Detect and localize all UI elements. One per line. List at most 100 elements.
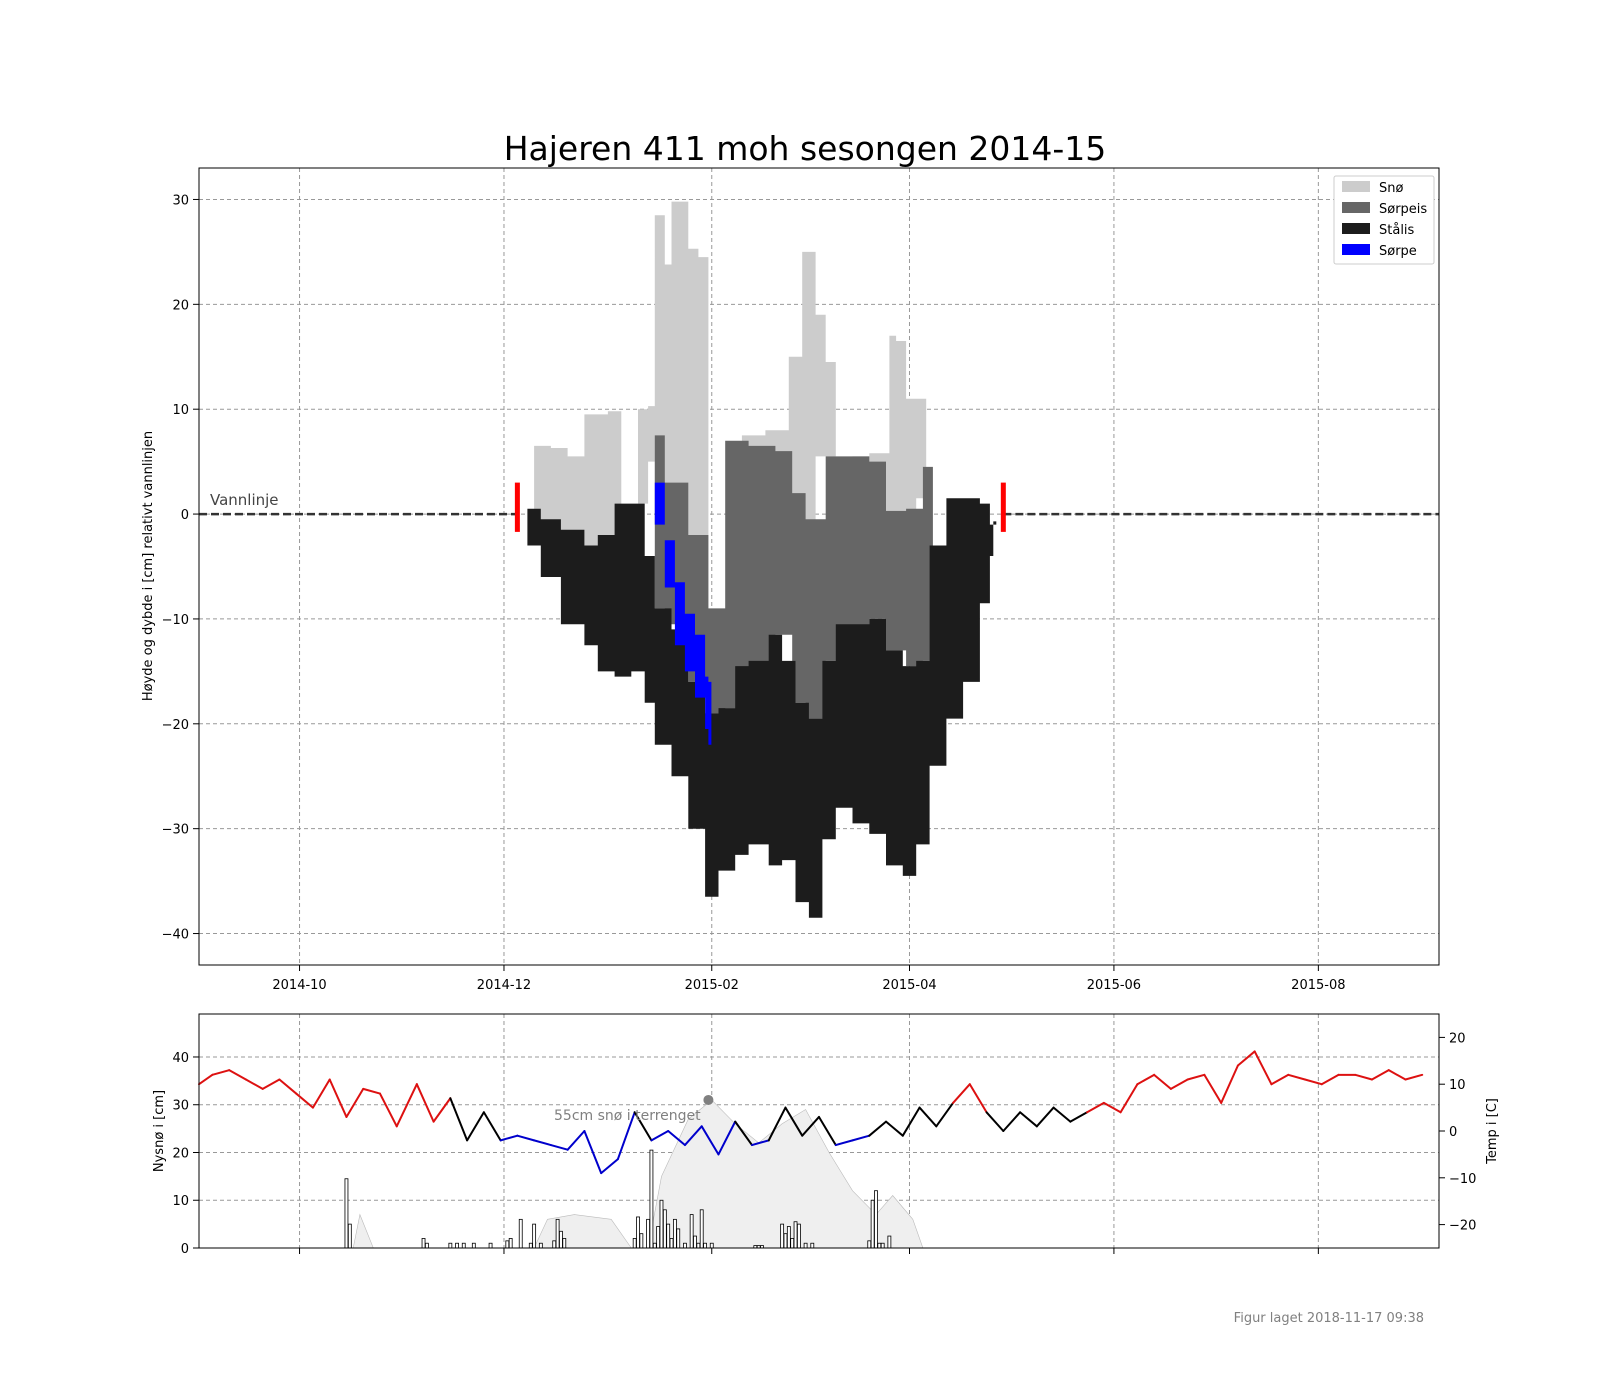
x-tick-label: 2014-10 bbox=[272, 978, 326, 993]
new-snow-bar bbox=[636, 1216, 640, 1249]
x-tick-label: 2015-02 bbox=[685, 978, 739, 993]
temp-segment bbox=[784, 1106, 804, 1137]
temp-segment bbox=[1136, 1073, 1156, 1086]
y-tick-label: 40 bbox=[172, 1051, 189, 1066]
bottom-left-y-axis: 0 10 20 30 40 bbox=[172, 1051, 199, 1257]
new-snow-bar bbox=[461, 1242, 466, 1249]
temp-segment bbox=[533, 1139, 552, 1147]
y-tick-label: 20 bbox=[172, 1146, 189, 1161]
new-snow-bar bbox=[703, 1242, 707, 1249]
new-snow-bar bbox=[455, 1242, 459, 1249]
y-tick-label: −40 bbox=[162, 928, 189, 943]
main-x-axis: 2014-10 2014-12 2015-02 2015-04 2015-06 2015-… bbox=[272, 965, 1346, 993]
new-snow-bar bbox=[448, 1242, 453, 1249]
new-snow-bar bbox=[656, 1226, 661, 1249]
main-y-axis: −40 −30 −20 −10 0 10 20 30 bbox=[162, 193, 199, 943]
new-snow-bar bbox=[874, 1190, 878, 1249]
temp-segment bbox=[1052, 1106, 1072, 1123]
temp-segment bbox=[1236, 1050, 1256, 1067]
legend: Snø Sørpeis Stålis Sørpe bbox=[1333, 175, 1435, 265]
temp-segment bbox=[1253, 1050, 1273, 1086]
temperature-line bbox=[198, 1050, 1424, 1175]
new-snow-bar bbox=[887, 1235, 892, 1249]
new-snow-bar bbox=[424, 1242, 429, 1249]
temp-segment bbox=[918, 1106, 938, 1128]
temp-segment bbox=[395, 1083, 418, 1128]
bottom-right-y-axis: −20 −10 0 10 20 bbox=[1439, 1031, 1476, 1234]
new-snow-bar bbox=[780, 1223, 785, 1249]
ice-marker bbox=[514, 482, 520, 532]
new-snow-bar bbox=[803, 1242, 808, 1249]
temp-segment bbox=[1102, 1101, 1122, 1114]
x-tick-label: 2015-04 bbox=[882, 978, 936, 993]
y-tick-label: −10 bbox=[162, 613, 189, 628]
new-snow-bar bbox=[662, 1209, 667, 1249]
temp-segment bbox=[868, 1120, 888, 1137]
new-snow-bar bbox=[347, 1223, 352, 1249]
temp-segment bbox=[311, 1078, 331, 1109]
temp-segment bbox=[261, 1078, 281, 1090]
temp-segment bbox=[278, 1078, 298, 1095]
temp-segment bbox=[362, 1087, 381, 1095]
waterline-label: Vannlinje bbox=[210, 491, 279, 509]
temp-segment bbox=[1303, 1078, 1323, 1086]
bottom-x-axis bbox=[299, 1248, 1319, 1254]
x-tick-label: 2015-08 bbox=[1291, 978, 1345, 993]
new-snow-bar bbox=[867, 1240, 872, 1249]
y-tick-label: −30 bbox=[162, 823, 189, 838]
temp-segment bbox=[449, 1097, 469, 1142]
new-snow-bar bbox=[552, 1240, 557, 1249]
temp-segment bbox=[1270, 1073, 1290, 1086]
temp-segment bbox=[1035, 1106, 1055, 1128]
figure-credit: Figur laget 2018-11-17 09:38 bbox=[1233, 1311, 1424, 1326]
bottom-y2-axis-label: Temp i [C] bbox=[1485, 1098, 1500, 1165]
y-tick-label: 30 bbox=[172, 193, 189, 208]
temp-segment bbox=[211, 1069, 231, 1076]
temp-segment bbox=[583, 1130, 603, 1175]
y2-tick-label: −20 bbox=[1449, 1219, 1476, 1234]
temp-segment bbox=[1153, 1073, 1172, 1090]
temp-segment bbox=[1069, 1111, 1089, 1123]
ice-marker bbox=[1000, 482, 1006, 532]
area-sørpe bbox=[654, 482, 712, 745]
temp-segment bbox=[717, 1120, 737, 1156]
new-snow-bar bbox=[649, 1149, 654, 1249]
y-tick-label: 10 bbox=[172, 1194, 189, 1209]
temp-segment bbox=[985, 1111, 1005, 1132]
temp-segment bbox=[1220, 1064, 1239, 1104]
waterline bbox=[199, 482, 1439, 532]
main-y-axis-label: Høyde og dybde i [cm] relativt vannlinje… bbox=[141, 431, 156, 701]
temp-segment bbox=[378, 1092, 398, 1128]
main-areas bbox=[527, 201, 997, 918]
y2-tick-label: 20 bbox=[1449, 1031, 1466, 1046]
new-snow-bar bbox=[659, 1199, 664, 1249]
new-snow-bar bbox=[880, 1242, 885, 1249]
new-snow-bar bbox=[870, 1199, 875, 1249]
new-snow-bar bbox=[666, 1223, 671, 1249]
new-snow-bar bbox=[471, 1242, 476, 1249]
temp-segment bbox=[734, 1120, 753, 1147]
temp-segment bbox=[1404, 1073, 1424, 1081]
x-tick-label: 2014-12 bbox=[477, 978, 531, 993]
temp-segment bbox=[1169, 1078, 1189, 1090]
new-snow-bar bbox=[532, 1223, 537, 1249]
temp-segment bbox=[767, 1106, 787, 1142]
y-tick-label: 0 bbox=[181, 1242, 189, 1257]
temp-segment bbox=[516, 1134, 536, 1142]
new-snow-bar bbox=[528, 1242, 533, 1249]
new-snow-bar bbox=[488, 1242, 493, 1249]
temp-segment bbox=[566, 1130, 586, 1151]
temp-segment bbox=[700, 1125, 720, 1156]
new-snow-bar bbox=[344, 1178, 349, 1249]
new-snow-bar bbox=[669, 1238, 674, 1249]
temp-segment bbox=[1387, 1069, 1407, 1081]
chart-title: Hajeren 411 moh sesongen 2014-15 bbox=[504, 129, 1107, 168]
temp-segment bbox=[1203, 1073, 1223, 1104]
y-tick-label: 0 bbox=[181, 508, 189, 523]
temp-segment bbox=[499, 1134, 519, 1142]
temp-segment bbox=[328, 1078, 348, 1118]
temp-segment bbox=[750, 1139, 770, 1147]
temp-segment bbox=[633, 1111, 653, 1142]
temp-segment bbox=[1354, 1073, 1373, 1081]
